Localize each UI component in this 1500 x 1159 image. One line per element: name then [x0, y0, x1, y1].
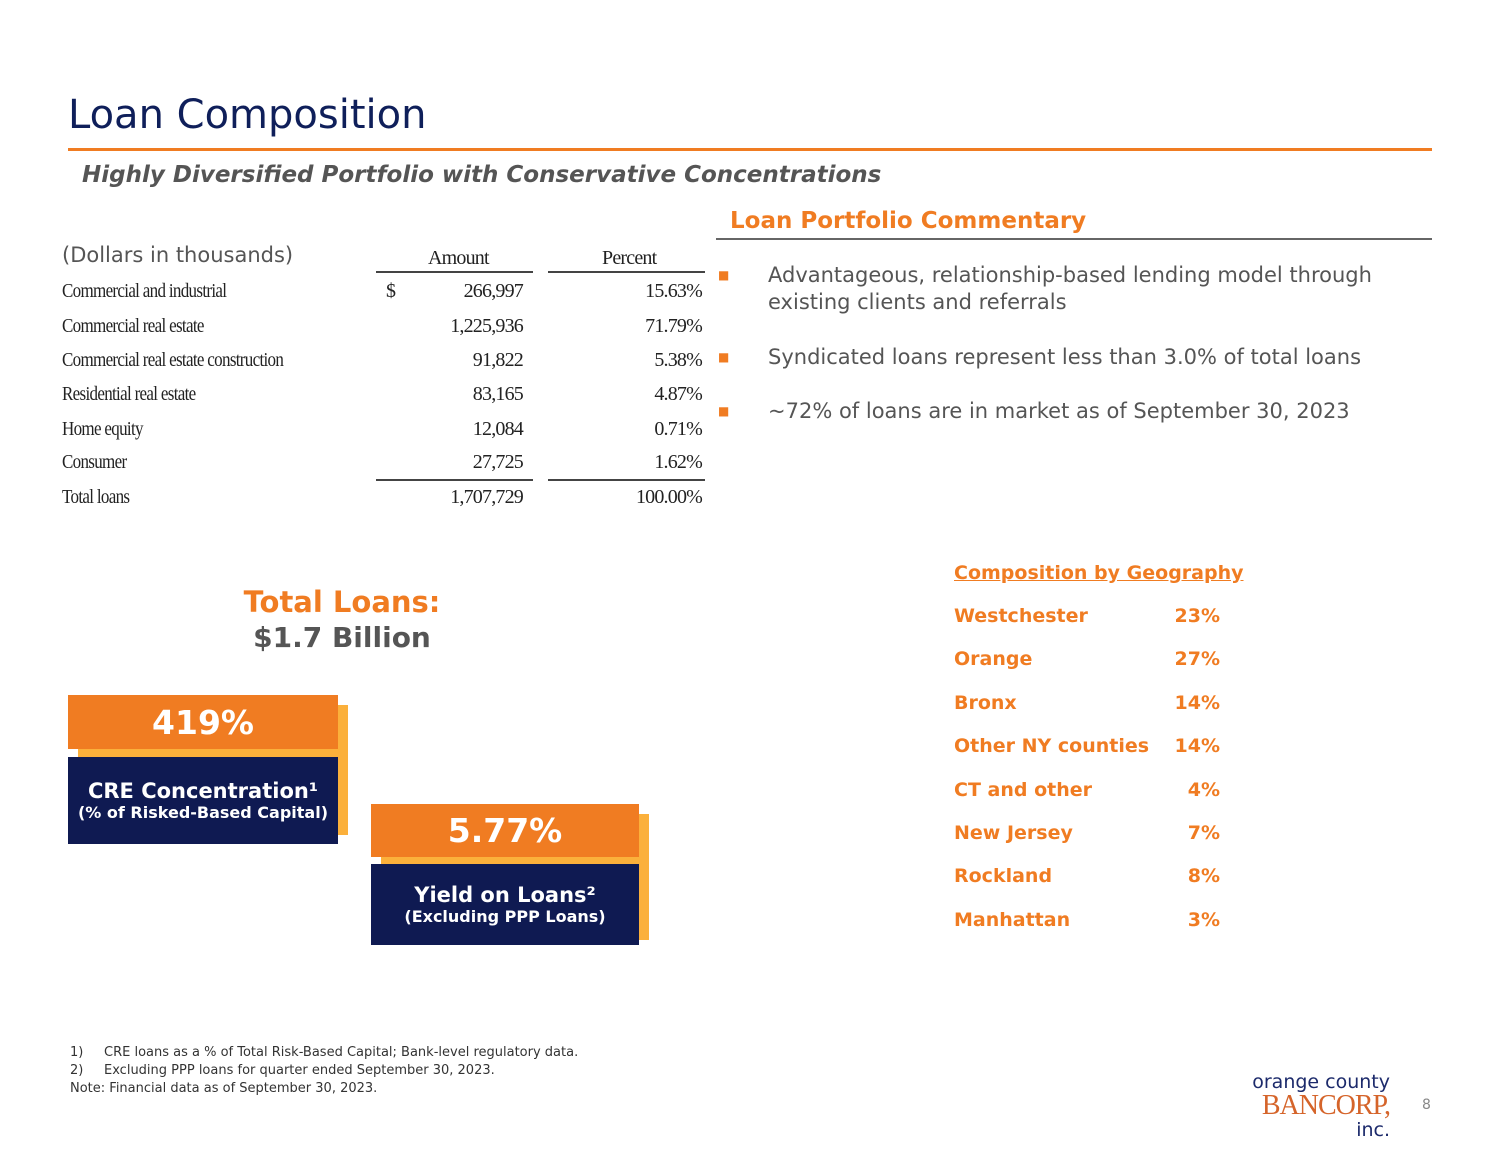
row-amount: 1,707,729 — [450, 486, 524, 508]
kpi-sublabel: (Excluding PPP Loans) — [404, 907, 606, 926]
page-subtitle: Highly Diversified Portfolio with Conser… — [82, 162, 882, 188]
commentary-divider — [716, 238, 1432, 240]
row-percent: 1.62% — [654, 451, 702, 473]
geography-percent: 14% — [1174, 735, 1220, 758]
logo-line: BANCORP, — [1261, 1090, 1391, 1121]
geography-region: Bronx — [954, 691, 1017, 714]
percent-header: Percent — [602, 247, 657, 269]
total-rule — [376, 479, 533, 481]
commentary-heading: Loan Portfolio Commentary — [730, 208, 1087, 234]
total-loans-value: $1.7 Billion — [253, 621, 431, 654]
row-label: Consumer — [62, 451, 127, 473]
geography-percent: 4% — [1187, 778, 1220, 801]
geography-percent: 27% — [1174, 648, 1220, 671]
row-amount: 91,822 — [472, 349, 524, 371]
commentary-bullet: Syndicated loans represent less than 3.0… — [768, 345, 1362, 369]
footnote-2: 2) Excluding PPP loans for quarter ended … — [70, 1063, 495, 1078]
row-label: Commercial real estate construction — [62, 349, 284, 371]
row-amount: 27,725 — [472, 451, 524, 473]
row-percent: 71.79% — [645, 315, 703, 337]
header-rule — [376, 271, 533, 273]
header-rule — [548, 271, 705, 273]
kpi-value: 419% — [68, 695, 338, 749]
bullet-icon: ■ — [718, 268, 730, 282]
row-label: Residential real estate — [62, 383, 196, 405]
row-percent: 15.63% — [645, 280, 703, 302]
company-logo: orange county BANCORP, inc. — [1230, 1071, 1391, 1141]
row-amount: 266,997 — [463, 280, 524, 302]
geography-percent: 7% — [1187, 822, 1220, 844]
geography-region: Rockland — [954, 865, 1053, 888]
bullet-icon: ■ — [718, 404, 730, 418]
kpi-label-box: Yield on Loans² (Excluding PPP Loans) — [371, 864, 639, 945]
geography-percent: 3% — [1187, 908, 1220, 931]
page-number: 8 — [1422, 1097, 1431, 1113]
footnote-text: CRE loans as a % of Total Risk-Based Cap… — [104, 1045, 579, 1060]
geography-region: Manhattan — [954, 908, 1071, 931]
page-title: Loan Composition — [68, 92, 427, 138]
row-label: Total loans — [62, 486, 130, 508]
bullet-icon: ■ — [718, 350, 730, 364]
row-percent: 4.87% — [654, 383, 702, 405]
row-percent: 0.71% — [654, 418, 702, 440]
kpi-value: 5.77% — [371, 804, 639, 857]
row-label: Home equity — [62, 418, 143, 440]
total-rule — [548, 479, 705, 481]
amount-header: Amount — [428, 247, 490, 269]
footnote-number: 1) — [70, 1045, 84, 1060]
geography-region: New Jersey — [954, 822, 1073, 844]
geography-region: Orange — [954, 648, 1033, 671]
geography-region: Other NY counties — [954, 735, 1150, 758]
commentary-bullet: Advantageous, relationship-based lending… — [768, 263, 1372, 314]
footnote-number: 2) — [70, 1063, 84, 1078]
footnote-note: Note: Financial data as of September 30,… — [70, 1081, 378, 1096]
row-amount: 12,084 — [472, 418, 524, 440]
footnote-1: 1) CRE loans as a % of Total Risk-Based C… — [70, 1045, 578, 1060]
kpi-label: Yield on Loans² — [414, 883, 596, 907]
logo-line: inc. — [1356, 1119, 1390, 1141]
footnote-text: Excluding PPP loans for quarter ended Se… — [104, 1063, 495, 1078]
kpi-sublabel: (% of Risked-Based Capital) — [77, 803, 329, 822]
row-label: Commercial and industrial — [62, 280, 227, 302]
logo-line: orange county — [1252, 1071, 1390, 1093]
geography-region: CT and other — [954, 778, 1093, 801]
geography-percent: 8% — [1187, 865, 1220, 888]
geography-percent: 14% — [1174, 691, 1220, 714]
table-units-label: (Dollars in thousands) — [62, 243, 294, 267]
geography-region: Westchester — [954, 605, 1088, 627]
row-amount: 1,225,936 — [450, 315, 524, 337]
geography-heading: Composition by Geography — [954, 562, 1244, 584]
row-percent: 100.00% — [635, 486, 703, 508]
kpi-label: CRE Concentration¹ — [87, 779, 319, 803]
total-loans-label: Total Loans: — [243, 585, 441, 619]
title-divider — [68, 148, 1432, 151]
commentary-bullet: ~72% of loans are in market as of Septem… — [768, 399, 1350, 423]
row-label: Commercial real estate — [62, 315, 204, 337]
currency-symbol: $ — [386, 280, 396, 302]
row-percent: 5.38% — [654, 349, 702, 371]
geography-percent: 23% — [1174, 605, 1220, 627]
kpi-label-box: CRE Concentration¹ (% of Risked-Based Ca… — [68, 757, 338, 844]
row-amount: 83,165 — [472, 383, 524, 405]
